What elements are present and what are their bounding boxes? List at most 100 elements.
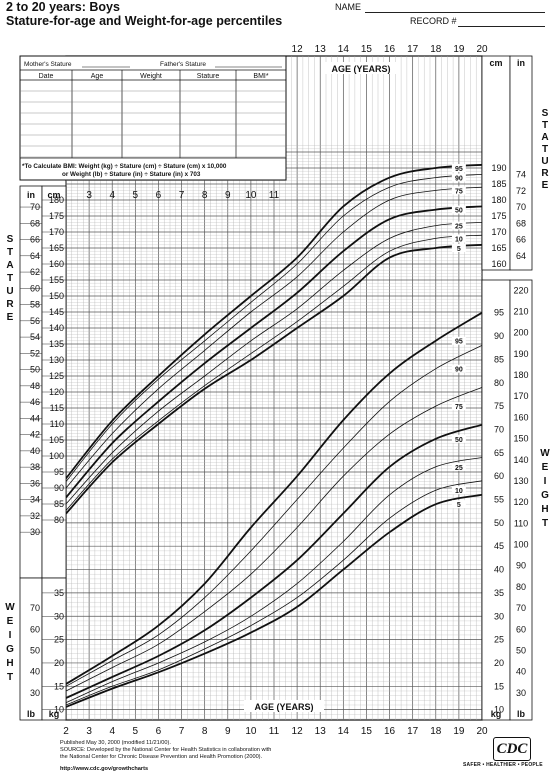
footer-source-2: the National Center for Chronic Disease … [60,754,263,760]
unit-in-label: in [27,190,35,200]
x-tick-label: 5 [133,726,139,737]
stature-axis-title-left: A [6,260,13,271]
footer-published: Published May 30, 2000 (modified 11/21/0… [60,740,171,746]
weight-axis-title-right: W [540,448,550,459]
stature-axis-title-left: S [7,234,14,245]
x-tick-label: 3 [86,726,92,737]
weight-curve-p10 [65,480,483,706]
stature-curve-p50 [65,205,483,499]
stature-label-bg [451,173,466,182]
tick-label-kg-right: 75 [494,401,504,411]
stature-axis-title-right: T [542,144,548,155]
right-kg-scale [481,279,511,721]
tick-label-cm-right: 190 [491,163,506,173]
tick-label-lb-right: 130 [513,476,528,486]
stature-curve-p75 [65,186,483,489]
tick-label-kg-right: 90 [494,331,504,341]
x-tick-label-top: 17 [407,44,419,55]
tick-label-kg-right: 70 [494,424,504,434]
tick-label-lb: 50 [30,645,40,655]
stature-label-bg [451,244,466,252]
table-header-cell: BMI* [253,73,268,80]
tick-label-cm-right: 180 [491,195,506,205]
weight-percentile-label-25: 25 [455,465,463,472]
stature-curve-p10 [65,234,483,511]
tick-label-lb: 60 [30,624,40,634]
tick-label-kg-right: 10 [494,705,504,715]
x-tick-label: 7 [179,726,185,737]
tick-label-lb-right: 30 [516,688,526,698]
tick-label-kg-right: 80 [494,378,504,388]
weight-axis-title-right: G [541,490,549,501]
chart-title: 2 to 20 years: Boys [6,0,120,14]
tick-label-kg-right: 50 [494,518,504,528]
stature-percentile-label-50: 50 [455,208,463,215]
tick-label-lb-right: 70 [516,603,526,613]
unit-kg-right: kg [491,709,502,719]
weight-axis-title-left: I [9,630,12,641]
weight-curve-p75 [65,387,483,692]
tick-label-lb-right: 100 [513,540,528,550]
unit-kg-label: kg [49,709,60,719]
x-tick-label: 18 [430,726,442,737]
x-tick-label: 6 [156,726,162,737]
stature-curve-p25 [65,222,483,505]
cdc-logo: CDC [493,737,531,761]
x-tick-label: 15 [361,726,373,737]
tick-label-in-right: 74 [516,170,526,180]
stature-percentile-label-90: 90 [455,176,463,183]
stature-axis-title-right: A [541,132,548,143]
tick-label-lb-right: 180 [513,370,528,380]
x-tick-label-inner: 8 [202,190,208,201]
tick-label-lb-right: 60 [516,624,526,634]
tick-label-lb-right: 110 [514,518,528,528]
x-tick-label: 2 [63,726,69,737]
weight-percentile-label-95: 95 [455,339,463,346]
tick-label-in-right: 68 [516,218,526,228]
tick-label-lb: 40 [30,667,40,677]
stature-label-bg [451,164,466,172]
weight-label-bg [451,500,466,509]
tick-label-in-right: 70 [516,202,526,212]
x-tick-label-top: 20 [476,44,488,55]
weight-label-bg [451,462,466,471]
footer-source: SOURCE: Developed by the National Center… [60,747,272,753]
tick-label-kg-right: 45 [494,541,504,551]
footer-url[interactable]: http://www.cdc.gov/growthcharts [60,766,149,772]
weight-label-bg [451,336,466,345]
stature-percentile-label-95: 95 [455,166,463,173]
tick-label-lb-right: 200 [513,328,528,338]
record-label: RECORD # [410,16,457,26]
weight-axis-title-right: E [542,462,549,473]
stature-label-bg [451,186,466,195]
tick-label-cm-right: 165 [491,243,506,253]
table-header-cell: Weight [140,73,162,80]
weight-percentile-label-5: 5 [457,502,461,509]
x-tick-label-inner: 9 [225,190,231,201]
tick-label-kg-right: 60 [494,471,504,481]
x-tick-label: 8 [202,726,208,737]
age-axis-title-top: AGE (YEARS) [331,64,390,74]
tick-label-kg-right: 85 [494,354,504,364]
tick-label-lb-right: 90 [516,561,526,571]
weight-axis-title-left: G [6,644,14,655]
tick-label-lb-right: 190 [513,349,528,359]
weight-percentile-label-90: 90 [455,367,463,374]
age-axis-title-bottom: AGE (YEARS) [254,702,313,712]
weight-curve-p25 [65,457,483,704]
x-tick-label-top: 18 [430,44,442,55]
name-field[interactable] [365,12,545,13]
stature-curve-p90 [65,174,483,482]
stature-axis-title-right: E [542,180,549,191]
stature-axis-title-right: U [541,156,548,167]
x-tick-label-top: 15 [361,44,373,55]
tick-label-cm-right: 170 [491,227,506,237]
tick-label-kg-right: 25 [494,635,504,645]
tick-label-lb: 30 [30,688,40,698]
stature-label-bg [451,221,466,230]
unit-lb-right: lb [517,709,526,719]
cdc-tagline: SAFER • HEALTHIER • PEOPLE [463,762,543,768]
tick-label-lb-right: 220 [513,285,528,295]
record-field[interactable] [458,26,545,27]
